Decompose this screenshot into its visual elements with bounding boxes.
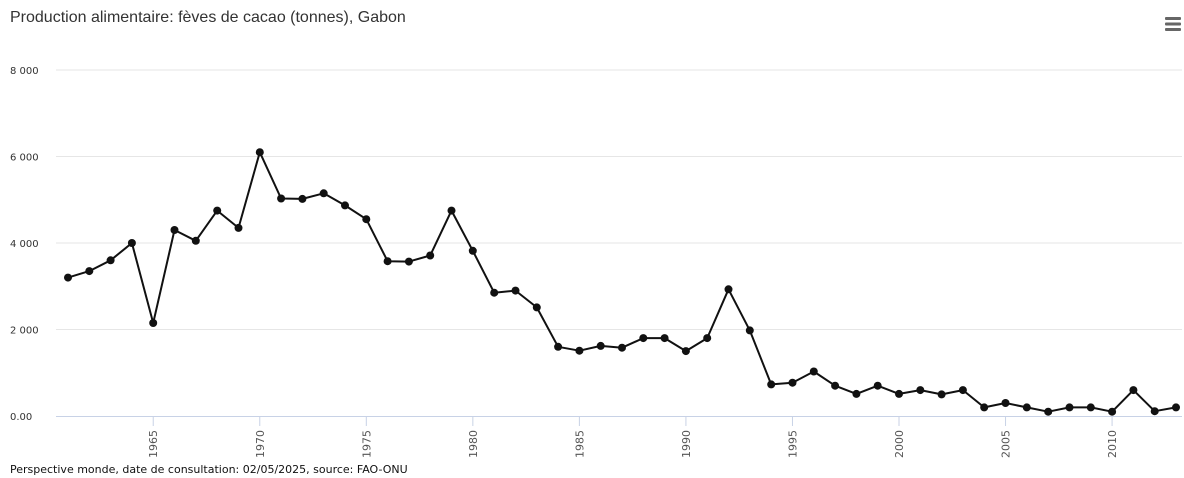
data-point: [234, 223, 243, 232]
x-tick-label: 1970: [254, 430, 267, 458]
data-point: [1001, 399, 1010, 407]
data-point: [127, 239, 136, 247]
x-tick-label: 1990: [680, 430, 693, 458]
data-point: [64, 273, 72, 282]
x-tick-label: 1980: [467, 430, 480, 458]
data-point: [383, 257, 392, 266]
data-point: [1044, 407, 1053, 416]
data-point: [319, 189, 328, 198]
data-point: [1108, 407, 1117, 416]
data-point: [277, 194, 286, 203]
data-point: [532, 303, 541, 312]
data-point: [596, 341, 605, 350]
data-point: [404, 257, 413, 266]
data-point: [85, 267, 94, 276]
x-tick-label: 1995: [786, 430, 799, 458]
data-point: [724, 285, 733, 294]
data-point: [1065, 403, 1074, 412]
data-point: [895, 389, 903, 398]
y-tick-label: 4 000: [10, 239, 39, 250]
data-point: [1022, 403, 1031, 412]
gridlines: [56, 69, 1182, 330]
y-tick-label: 0.00: [10, 412, 32, 423]
data-point: [703, 334, 712, 343]
x-tick-label: 2000: [893, 430, 906, 458]
y-tick-label: 6 000: [10, 153, 39, 164]
data-point: [1129, 386, 1138, 395]
y-tick-label: 8 000: [10, 66, 39, 77]
chart-title: Production alimentaire: fèves de cacao (…: [10, 9, 406, 26]
data-point: [298, 194, 307, 203]
y-axis-ticks: 0.00 2 000 4 000 6 000 8 000: [10, 66, 39, 423]
x-tick-label: 2005: [1000, 430, 1013, 458]
data-point: [980, 403, 989, 412]
data-point: [745, 326, 754, 335]
hamburger-menu-icon[interactable]: [1164, 16, 1182, 32]
data-point: [341, 201, 349, 210]
data-point: [916, 386, 925, 395]
data-point: [362, 215, 371, 224]
data-point: [937, 390, 946, 399]
data-point: [1086, 403, 1095, 412]
data-point: [767, 380, 776, 389]
x-axis: 1965 1970 1975 1980 1985 1990 1995 2000 2005 2010: [56, 416, 1182, 458]
data-point: [170, 226, 179, 234]
series-layer: [64, 148, 1180, 416]
data-point: [618, 343, 626, 352]
data-point: [873, 381, 882, 390]
data-point: [191, 236, 200, 245]
source-note: Perspective monde, date de consultation:…: [10, 463, 408, 476]
data-point: [788, 378, 797, 387]
y-tick-label: 2 000: [10, 326, 39, 337]
data-point: [1172, 403, 1180, 412]
data-point: [639, 334, 648, 343]
x-tick-label: 1985: [573, 430, 586, 458]
data-point: [149, 319, 158, 327]
data-point: [958, 386, 967, 395]
data-point: [426, 251, 435, 260]
data-point: [213, 206, 222, 215]
data-point: [1150, 407, 1159, 416]
data-point: [852, 389, 861, 398]
data-point: [831, 381, 840, 390]
data-point: [681, 347, 690, 356]
data-point: [106, 256, 115, 265]
data-point: [490, 288, 499, 297]
data-point: [809, 367, 818, 376]
data-point: [447, 206, 456, 215]
x-tick-label: 1975: [360, 430, 373, 458]
data-point: [468, 246, 477, 255]
x-tick-label: 2010: [1106, 430, 1119, 458]
series-line: [67, 151, 1177, 413]
data-point: [660, 334, 669, 343]
data-point: [575, 346, 584, 355]
data-point: [255, 148, 264, 157]
x-tick-label: 1965: [147, 430, 160, 458]
data-point: [554, 342, 563, 351]
data-point: [511, 286, 520, 295]
